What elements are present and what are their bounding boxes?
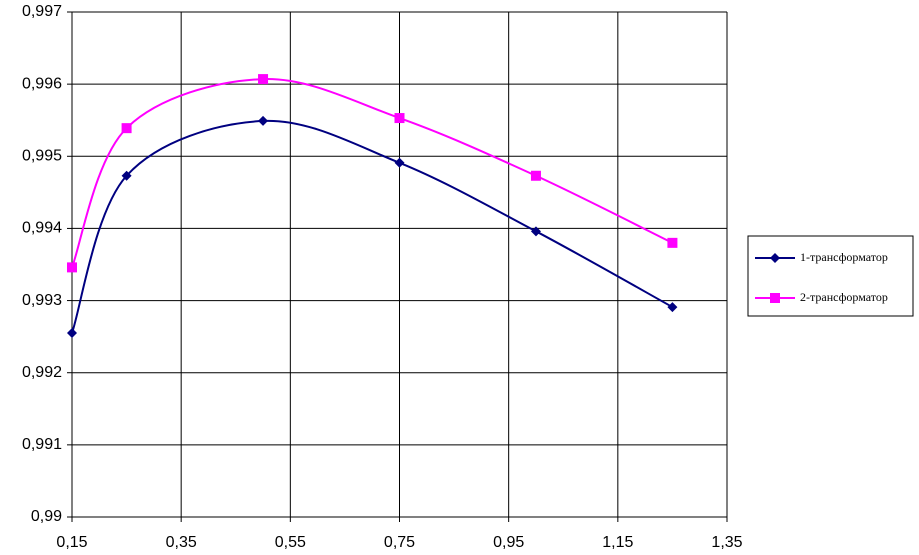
marker (394, 113, 405, 124)
marker (258, 115, 269, 126)
legend-box (747, 235, 914, 317)
marker (67, 262, 77, 273)
legend-marker (770, 293, 780, 303)
y-tick-label: 0,997 (22, 3, 62, 20)
series-line (71, 119, 673, 334)
x-tick-label: 0,95 (493, 534, 524, 551)
legend-marker (770, 253, 780, 263)
marker (530, 170, 541, 181)
x-tick-label: 0,15 (56, 534, 87, 551)
marker (258, 74, 269, 85)
y-tick-label: 0,996 (22, 75, 62, 92)
x-tick-label: 1,35 (711, 534, 742, 551)
marker (121, 170, 132, 181)
marker (121, 123, 132, 134)
marker (530, 226, 541, 237)
marker (394, 157, 405, 168)
series-line (71, 78, 673, 268)
marker (667, 302, 678, 313)
y-tick-label: 0,992 (22, 364, 62, 381)
y-tick-label: 0,991 (22, 436, 62, 453)
x-tick-label: 1,15 (602, 534, 633, 551)
marker (667, 237, 678, 248)
x-tick-label: 0,75 (384, 534, 415, 551)
y-tick-label: 0,99 (31, 508, 62, 525)
marker (67, 328, 77, 339)
y-tick-label: 0,994 (22, 220, 62, 237)
legend-label: 2-трансформатор (800, 290, 888, 304)
y-tick-label: 0,993 (22, 292, 62, 309)
y-tick-label: 0,995 (22, 148, 62, 165)
x-tick-label: 0,35 (166, 534, 197, 551)
legend-label: 1-трансформатор (800, 250, 888, 264)
x-tick-label: 0,55 (275, 534, 306, 551)
